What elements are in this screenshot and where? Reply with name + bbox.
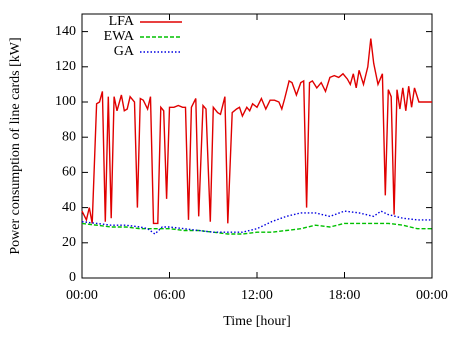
series-line bbox=[81, 38, 432, 225]
x-tick-label: 00:00 bbox=[416, 288, 448, 303]
y-tick-label: 140 bbox=[55, 24, 76, 39]
y-tick-label: 40 bbox=[62, 200, 76, 215]
legend-label: EWA bbox=[104, 29, 135, 44]
y-tick-label: 120 bbox=[55, 59, 76, 74]
x-tick-label: 00:00 bbox=[66, 288, 98, 303]
x-tick-label: 12:00 bbox=[241, 288, 273, 303]
y-tick-label: 20 bbox=[62, 235, 76, 250]
y-axis-label: Power consumption of line cards [kW] bbox=[8, 37, 23, 254]
series-line bbox=[81, 222, 432, 235]
plot-frame bbox=[81, 13, 433, 279]
y-tick-label: 0 bbox=[69, 270, 76, 285]
x-tick-label: 06:00 bbox=[154, 288, 186, 303]
y-tick-label: 100 bbox=[55, 94, 76, 109]
x-axis-label: Time [hour] bbox=[223, 314, 291, 329]
legend-label: GA bbox=[114, 44, 135, 59]
legend-label: LFA bbox=[109, 14, 135, 29]
y-tick-label: 80 bbox=[62, 129, 76, 144]
y-tick-label: 60 bbox=[62, 165, 76, 180]
x-tick-label: 18:00 bbox=[329, 288, 361, 303]
series-line bbox=[81, 210, 432, 235]
